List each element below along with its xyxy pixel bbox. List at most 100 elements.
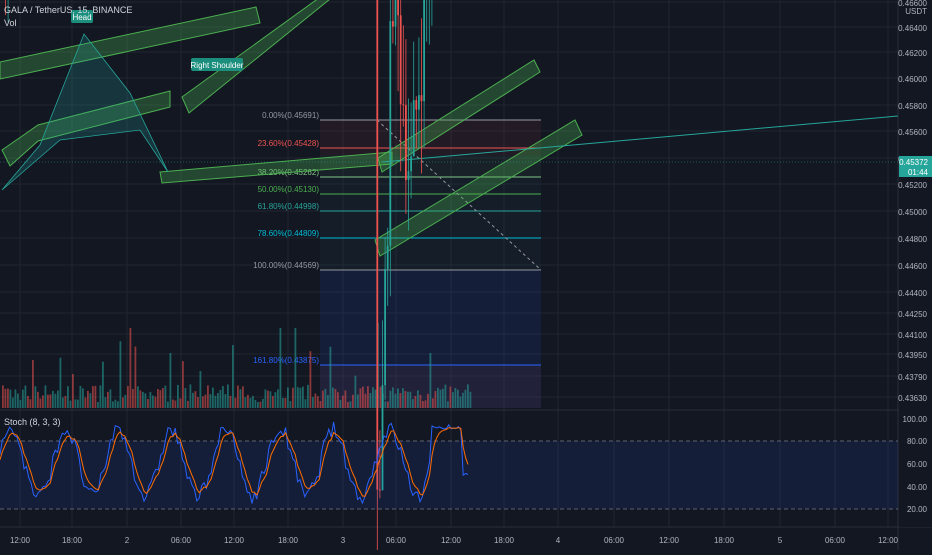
volume-bar xyxy=(2,385,4,408)
volume-bar xyxy=(304,399,307,408)
channel-neckline[interactable] xyxy=(159,151,393,184)
time-tick-label: 12:00 xyxy=(441,536,462,545)
candle-body xyxy=(418,95,420,110)
volume-bar xyxy=(147,399,149,408)
candle-body xyxy=(384,269,386,386)
right-shoulder-box xyxy=(191,58,243,71)
volume-bar xyxy=(412,399,414,408)
volume-bar xyxy=(77,399,79,408)
price-tick-label: 0.45000 xyxy=(898,208,927,217)
volume-bar xyxy=(387,401,389,408)
countdown-value: 01:44 xyxy=(908,168,929,177)
volume-bar xyxy=(359,388,362,408)
volume-bar xyxy=(182,361,184,408)
volume-bar xyxy=(332,387,334,408)
volume-bar xyxy=(244,397,247,408)
price-tick-label: 0.43950 xyxy=(898,351,927,360)
volume-bar xyxy=(122,397,124,408)
candle-body xyxy=(381,385,384,491)
head-label-text: Head xyxy=(72,13,91,22)
stoch-legend[interactable]: Stoch (8, 3, 3) xyxy=(4,417,61,427)
price-tick-label: 0.43630 xyxy=(898,394,927,403)
volume-bar xyxy=(357,394,359,408)
candle-body xyxy=(386,245,389,270)
volume-bar xyxy=(284,397,287,408)
volume-bar xyxy=(87,390,89,408)
volume-bar xyxy=(47,394,49,408)
volume-bar xyxy=(174,400,177,408)
volume-bar xyxy=(309,351,312,408)
volume-bar xyxy=(224,394,227,408)
fib-retracement[interactable]: 0.00%(0.45691)23.60%(0.45428)38.20%(0.45… xyxy=(253,111,542,408)
symbol-legend[interactable]: GALA / TetherUS, 15, BINANCE xyxy=(4,5,132,15)
volume-bar xyxy=(152,395,154,408)
time-tick-label: 06:00 xyxy=(825,536,846,545)
volume-bar xyxy=(89,393,92,408)
volume-bar xyxy=(319,401,322,408)
volume-bar xyxy=(352,394,354,408)
volume-bar xyxy=(462,392,464,408)
volume-bar xyxy=(34,386,37,408)
fib-level-label: 100.00%(0.44569) xyxy=(253,261,319,270)
volume-bar xyxy=(189,384,192,408)
volume-bar xyxy=(217,393,219,408)
pattern-head-shoulders[interactable] xyxy=(1,33,169,191)
volume-bar xyxy=(252,395,254,408)
price-tick-label: 0.44400 xyxy=(898,289,927,298)
time-tick-label: 3 xyxy=(341,536,346,545)
channel-top-left[interactable] xyxy=(0,6,261,80)
volume-bar xyxy=(79,385,82,408)
volume-bar xyxy=(317,396,319,408)
volume-bar xyxy=(209,394,212,408)
volume-bar xyxy=(202,396,204,408)
time-axis[interactable]: 12:00 18:00 2 06:00 12:00 18:00 3 06:00 12:00 18:… xyxy=(10,536,899,545)
volume-bar xyxy=(82,388,84,408)
volume-bar xyxy=(294,328,297,408)
volume-bar xyxy=(184,388,187,408)
volume-bar xyxy=(64,396,67,408)
price-axis[interactable]: 0.46600 0.46400 0.46200 0.46000 0.45800 0.456… xyxy=(898,0,932,527)
stoch-axis[interactable]: 100.00 80.00 60.00 40.00 20.00 xyxy=(903,415,928,514)
volume-bar xyxy=(407,391,409,408)
volume-bar xyxy=(339,399,342,408)
time-tick-label: 2 xyxy=(125,536,130,545)
volume-bar xyxy=(94,385,97,408)
currency-label: USDT xyxy=(905,7,927,16)
volume-bar xyxy=(54,393,57,408)
volume-bar xyxy=(327,395,329,408)
fib-level-label: 161.80%(0.43875) xyxy=(253,356,319,365)
volume-bar xyxy=(262,398,264,408)
time-tick-label: 06:00 xyxy=(386,536,407,545)
time-tick-label: 12:00 xyxy=(224,536,245,545)
head-label[interactable]: Head xyxy=(71,10,93,23)
volume-bar xyxy=(57,390,59,408)
volume-bar xyxy=(459,396,462,408)
price-tick-label: 0.46200 xyxy=(898,49,927,58)
trendline-long[interactable] xyxy=(381,115,899,163)
right-shoulder-text: Right Shoulder xyxy=(191,61,244,70)
channel-lower-right[interactable] xyxy=(374,119,583,257)
volume-bar xyxy=(442,388,444,408)
candle-body xyxy=(389,21,392,246)
volume-bar xyxy=(84,397,87,408)
volume-bar xyxy=(154,396,157,408)
channel-left-neckline[interactable] xyxy=(1,90,171,167)
volume-bar xyxy=(247,394,249,408)
volume-bar xyxy=(297,387,299,408)
volume-bar xyxy=(419,394,422,408)
volume-bar xyxy=(219,390,222,408)
time-tick-label: 12:00 xyxy=(10,536,31,545)
right-shoulder-label[interactable]: Right Shoulder xyxy=(191,58,244,71)
grid xyxy=(0,0,898,527)
symbol-title[interactable]: GALA / TetherUS, 15, BINANCE xyxy=(4,5,133,15)
volume-bar xyxy=(62,397,64,408)
volume-bar xyxy=(372,387,374,408)
volume-bar xyxy=(69,400,72,408)
stoch-tick-label: 40.00 xyxy=(907,483,928,492)
channel-upper-rising[interactable] xyxy=(181,0,335,114)
volume-legend[interactable]: Vol xyxy=(4,18,17,28)
volume-bar xyxy=(37,391,39,408)
